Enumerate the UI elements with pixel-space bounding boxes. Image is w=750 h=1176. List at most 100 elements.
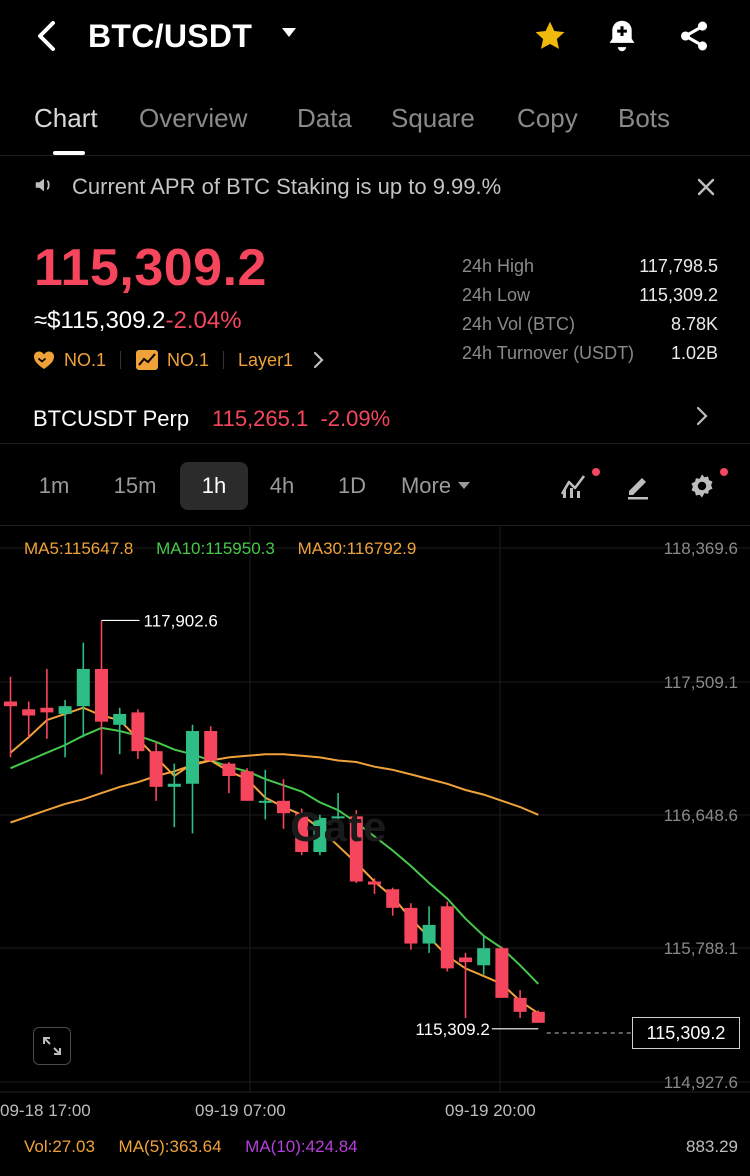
candle-body (186, 731, 199, 784)
stat-label: 24h Low (462, 285, 531, 305)
draw-pencil-icon[interactable] (620, 468, 656, 504)
stat-value: 1.02B (670, 343, 718, 363)
tab-copy[interactable]: Copy (517, 103, 578, 133)
close-icon[interactable] (690, 171, 722, 203)
stat-24h-low: 24h Low 115,309.2 (462, 281, 718, 310)
candle-body (386, 889, 400, 908)
perp-name: BTCUSDT Perp (33, 406, 190, 431)
y-axis-tick: 117,509.1 (663, 673, 738, 692)
ma10-line (10, 726, 540, 985)
volume-legend: Vol:27.03 MA(5):363.64 MA(10):424.84 (24, 1137, 358, 1157)
active-tab-indicator (53, 151, 85, 155)
tag-popular-label: NO.1 (64, 349, 107, 370)
indicators-icon[interactable] (556, 468, 600, 504)
candle-body (167, 783, 181, 787)
candle-body (204, 731, 218, 761)
candle-body (513, 997, 527, 1012)
stat-label: 24h Vol (BTC) (462, 314, 576, 334)
volume-ma10: MA(10):424.84 (245, 1137, 358, 1156)
tag-layer1-label: Layer1 (238, 349, 294, 370)
interval-1m[interactable]: 1m (38, 473, 70, 498)
candle-body (149, 751, 163, 787)
tag-popular[interactable]: NO.1 (32, 349, 106, 371)
candle-body (222, 763, 236, 776)
stats-24h: 24h High 117,798.5 24h Low 115,309.2 24h V… (462, 252, 718, 368)
tag-divider (223, 351, 225, 369)
candle-body (295, 813, 309, 853)
tab-chart[interactable]: Chart (34, 103, 98, 133)
candle-body (440, 906, 454, 969)
favorite-star-icon[interactable] (530, 16, 570, 56)
volume-value: Vol:27.03 (24, 1137, 95, 1156)
y-axis-tick: 115,788.1 (663, 939, 738, 958)
price-alert-bell-icon[interactable] (602, 16, 642, 56)
low-marker-label: 115,309.2 (415, 1020, 489, 1039)
interval-more-label: More (400, 473, 452, 498)
perp-change: -2.09% (320, 406, 391, 431)
notification-dot (720, 468, 728, 476)
interval-toolbar: 1m 15m 1h 4h 1D More (0, 446, 750, 526)
candle-body (422, 924, 436, 944)
pair-dropdown-icon[interactable] (280, 26, 298, 45)
tab-data[interactable]: Data (297, 103, 352, 133)
tab-bots[interactable]: Bots (618, 103, 671, 133)
y-axis-tick: 116,648.6 (663, 806, 738, 825)
x-axis-tick: 09-18 17:00 (0, 1101, 91, 1120)
announcement-banner[interactable]: Current APR of BTC Staking is up to 9.99… (0, 157, 750, 215)
interval-1d[interactable]: 1D (337, 473, 367, 498)
tag-gainers[interactable]: NO.1 (135, 349, 209, 371)
tag-gainers-label: NO.1 (167, 349, 210, 370)
candle-body (495, 948, 509, 998)
interval-15m[interactable]: 15m (113, 473, 157, 498)
price-change-percent: -2.04% (165, 307, 242, 334)
ma5-value: MA5:115647.8 (24, 539, 134, 558)
stat-24h-turnover: 24h Turnover (USDT) 1.02B (462, 339, 718, 368)
interval-4h[interactable]: 4h (269, 473, 295, 498)
candle-body (277, 800, 290, 814)
tag-layer1[interactable]: Layer1 (238, 350, 293, 371)
trend-chart-icon (136, 350, 159, 370)
caret-down-icon (458, 482, 471, 489)
candle-body (459, 957, 472, 963)
stat-value: 115,309.2 (639, 285, 718, 305)
ranking-tags: NO.1 NO.1 Layer1 (32, 346, 325, 374)
x-axis-tick: 09-19 20:00 (445, 1101, 536, 1120)
y-axis-tick: 118,369.6 (663, 539, 738, 558)
tags-more-arrow[interactable] (313, 351, 325, 369)
candlestick-chart[interactable]: 117,902.6 115,309.2 Gate MA5:115647.8 MA1… (0, 527, 750, 1176)
share-icon[interactable] (674, 16, 714, 56)
candle-body (22, 709, 36, 716)
candle-body (331, 816, 345, 819)
interval-more[interactable]: More (394, 462, 478, 510)
tab-square[interactable]: Square (391, 103, 475, 133)
heart-hands-icon (34, 351, 54, 369)
perp-price-line: 115,265.1 -2.09% (212, 406, 390, 432)
perp-contract-row[interactable]: BTCUSDT Perp 115,265.1 -2.09% (0, 394, 750, 444)
stat-24h-high: 24h High 117,798.5 (462, 252, 718, 281)
candle-body (477, 948, 491, 966)
chart-canvas[interactable]: 117,902.6 115,309.2 (0, 527, 750, 1176)
stat-value: 117,798.5 (639, 256, 718, 276)
tag-divider (120, 351, 122, 369)
tab-overview[interactable]: Overview (139, 103, 248, 133)
stat-value: 8.78K (670, 314, 718, 334)
announcement-text: Current APR of BTC Staking is up to 9.99… (72, 174, 502, 199)
candle-body (40, 707, 54, 713)
candle-body (4, 701, 17, 707)
current-price-tag[interactable]: 115,309.2 (632, 1017, 740, 1049)
fullscreen-expand-icon[interactable] (33, 1027, 71, 1065)
stat-24h-vol: 24h Vol (BTC) 8.78K (462, 310, 718, 339)
candle-body (76, 668, 90, 707)
volume-axis-value: 883.29 (686, 1137, 738, 1156)
main-tabs: Chart Overview Data Square Copy Bots (0, 90, 750, 156)
candle-body (95, 668, 108, 722)
ma10-value: MA10:115950.3 (156, 539, 275, 558)
pair-title[interactable]: BTC/USDT (88, 18, 253, 54)
back-button[interactable] (26, 14, 66, 58)
chart-settings-gear-icon[interactable] (684, 468, 728, 504)
interval-1h[interactable]: 1h (180, 462, 248, 510)
watermark-logo: Gate (290, 803, 388, 850)
candle-body (113, 713, 127, 725)
x-axis-tick: 09-19 07:00 (195, 1101, 286, 1120)
y-axis-tick: 114,927.6 (663, 1073, 738, 1092)
